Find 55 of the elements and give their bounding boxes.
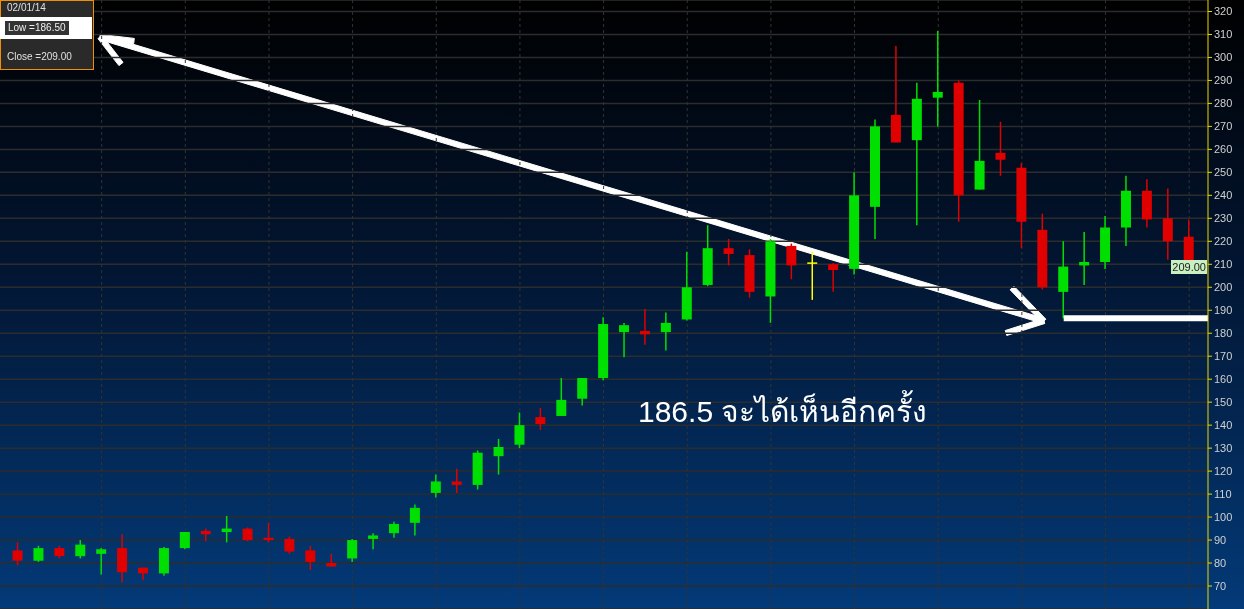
y-tick-label: 220 <box>1214 235 1233 248</box>
candlestick <box>995 121 1006 177</box>
candlestick <box>577 377 588 407</box>
y-tick-label: 110 <box>1214 488 1232 500</box>
y-tick-label: 240 <box>1214 189 1233 202</box>
annotation: Low =186.50 <box>5 21 69 35</box>
candlestick <box>1162 187 1173 261</box>
y-tick-label: 260 <box>1214 143 1233 156</box>
candlestick <box>12 541 23 567</box>
y-tick-label: 150 <box>1214 396 1233 409</box>
y-tick-label: 320 <box>1214 5 1233 18</box>
candlestick <box>514 411 525 449</box>
y-tick-label: 210 <box>1214 258 1233 271</box>
y-tick-label: 190 <box>1214 304 1233 317</box>
candlestick <box>347 538 358 563</box>
annotation: Close =209.00 <box>7 50 72 64</box>
candlestick <box>786 242 797 280</box>
y-tick-label: 140 <box>1214 419 1233 432</box>
y-tick-label: 80 <box>1214 556 1227 569</box>
y-tick-label: 100 <box>1214 510 1233 523</box>
candlestick <box>451 468 462 494</box>
y-tick-label: 290 <box>1214 74 1233 87</box>
y-tick-label: 280 <box>1214 97 1233 110</box>
candlestick <box>619 322 630 359</box>
candlestick <box>409 503 420 537</box>
y-tick-label: 130 <box>1214 442 1233 455</box>
annotation: 186.5 จะได้เห็นอีกครั้ง <box>638 389 928 430</box>
candlestick <box>660 311 671 352</box>
candlestick <box>493 438 504 476</box>
candlestick <box>932 30 943 128</box>
annotation: 209.00 <box>1171 259 1207 274</box>
y-tick-label: 310 <box>1214 28 1233 41</box>
y-tick-label: 230 <box>1214 212 1233 225</box>
y-tick-label: 160 <box>1214 373 1233 386</box>
highlight-box: Low =186.50 <box>0 17 92 39</box>
candlestick <box>723 238 734 267</box>
y-tick-label: 200 <box>1214 281 1233 294</box>
candlestick <box>305 545 316 571</box>
candlestick <box>96 547 107 576</box>
y-tick-label: 180 <box>1214 327 1233 340</box>
y-tick-label: 120 <box>1214 465 1233 478</box>
y-tick-label: 170 <box>1214 350 1233 363</box>
candlestick <box>430 473 441 499</box>
y-tick-label: 90 <box>1214 533 1227 546</box>
candlestick <box>75 539 86 560</box>
annotation: 02/01/14 <box>6 1 47 15</box>
y-tick-label: 70 <box>1214 579 1227 592</box>
candlestick <box>806 250 819 301</box>
candlestick <box>828 262 839 293</box>
candlestick <box>368 532 379 550</box>
y-tick-label: 250 <box>1214 166 1233 179</box>
candlestick <box>556 377 567 417</box>
y-tick-label: 300 <box>1214 51 1233 64</box>
candlestick <box>535 407 546 431</box>
y-tick-label: 270 <box>1214 120 1233 133</box>
